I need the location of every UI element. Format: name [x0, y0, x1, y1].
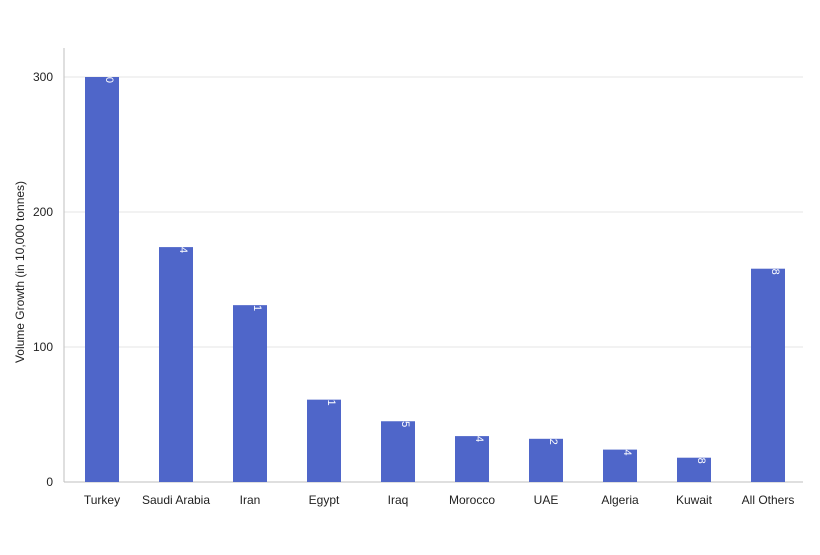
x-tick-label: All Others: [742, 493, 795, 507]
bar: [85, 77, 119, 482]
y-tick-label: 100: [33, 340, 53, 354]
data-label: 45: [399, 415, 411, 427]
data-labels: 300 174 131 61 45 34 32 24 18 158: [103, 65, 781, 464]
x-tick-label: UAE: [534, 493, 559, 507]
x-tick-label: Kuwait: [676, 493, 713, 507]
bar: [159, 247, 193, 482]
data-label: 32: [547, 433, 559, 445]
tick-labels: 0 100 200 300 Turkey Saudi Arabia Iran Egypt Ira…: [33, 70, 794, 507]
x-tick-label: Morocco: [449, 493, 495, 507]
data-label: 61: [325, 393, 337, 405]
x-tick-label: Algeria: [601, 493, 639, 507]
bar: [751, 268, 785, 482]
bar: [233, 305, 267, 482]
data-label: 24: [621, 443, 633, 455]
bar: [603, 449, 637, 482]
data-label: 18: [695, 451, 707, 463]
bar: [455, 436, 489, 482]
y-tick-label: 0: [46, 475, 53, 489]
x-tick-label: Egypt: [309, 493, 340, 507]
y-tick-label: 300: [33, 70, 53, 84]
y-tick-label: 200: [33, 205, 53, 219]
x-tick-label: Saudi Arabia: [142, 493, 210, 507]
bar: [677, 457, 711, 482]
data-label: 34: [473, 430, 485, 442]
bar: [529, 438, 563, 482]
data-label: 174: [177, 235, 189, 253]
bar: [307, 399, 341, 482]
x-tick-label: Iran: [240, 493, 261, 507]
bars: [85, 77, 785, 482]
y-axis-title: Volume Growth (in 10,000 tonnes): [13, 181, 27, 363]
x-tick-label: Turkey: [84, 493, 120, 507]
data-label: 158: [769, 256, 781, 274]
x-tick-label: Iraq: [388, 493, 409, 507]
data-label: 131: [251, 293, 263, 311]
data-label: 300: [103, 65, 115, 83]
bar: [381, 421, 415, 482]
